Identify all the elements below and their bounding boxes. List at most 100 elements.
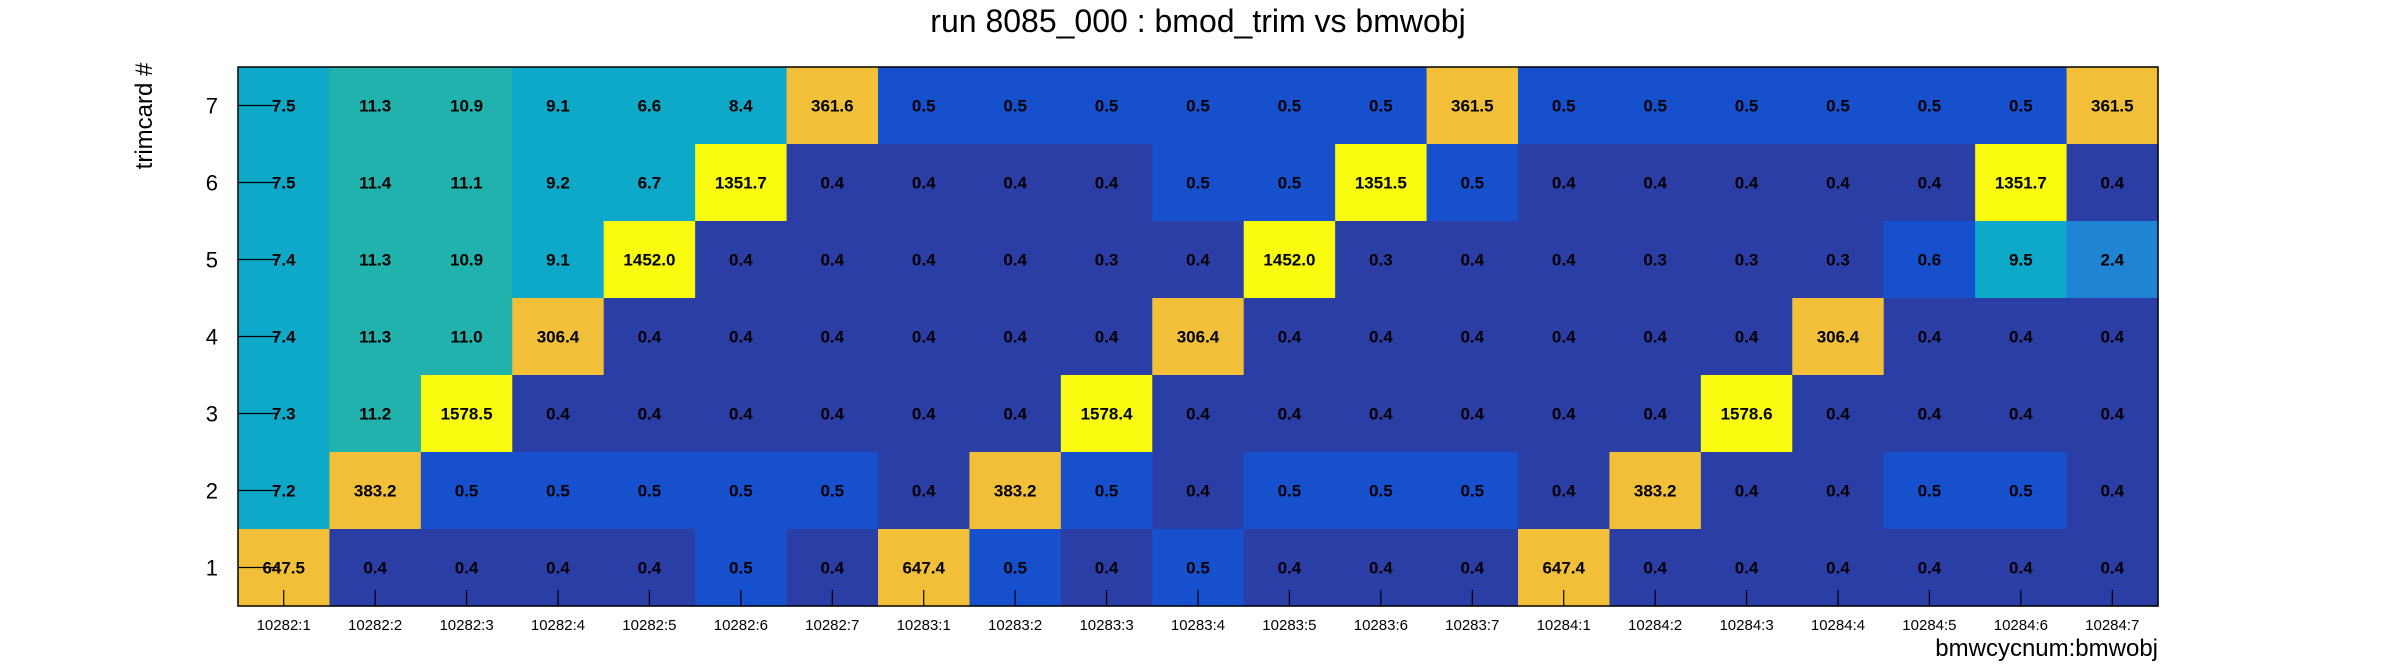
- cell-value-label: 0.4: [912, 174, 936, 193]
- cell-value-label: 0.4: [729, 405, 753, 424]
- heatmap-cell: [329, 67, 422, 145]
- cell-value-label: 0.4: [2009, 559, 2033, 578]
- heatmap-cell: [695, 452, 788, 530]
- cell-value-label: 0.4: [1095, 174, 1119, 193]
- heatmap-cell: [1975, 221, 2068, 299]
- cell-value-label: 0.4: [1735, 174, 1759, 193]
- heatmap-cell: [1060, 298, 1153, 376]
- cell-value-label: 0.4: [820, 174, 844, 193]
- cell-value-label: 0.4: [1826, 482, 1850, 501]
- heatmap-cell: [1243, 452, 1336, 530]
- x-tick-label: 10283:6: [1354, 617, 1408, 634]
- x-axis-tick-labels: 10282:1 10282:2 10282:3 10282:4 10282:5 10282…: [257, 617, 2140, 634]
- cell-value-label: 0.5: [1918, 97, 1942, 116]
- heatmap-cell: [603, 144, 696, 222]
- cell-value-label: 0.4: [2100, 405, 2124, 424]
- heatmap-cell: [786, 144, 879, 222]
- cell-value-label: 0.4: [820, 559, 844, 578]
- heatmap-cell: [1518, 375, 1611, 453]
- cell-value-label: 647.4: [902, 559, 945, 578]
- x-tick-label: 10283:5: [1262, 617, 1316, 634]
- cell-value-label: 0.4: [1552, 482, 1576, 501]
- cell-value-label: 6.6: [638, 97, 662, 116]
- cell-value-label: 11.1: [450, 174, 482, 193]
- axis-ticks: [238, 104, 2113, 606]
- heatmap-cell: [695, 144, 788, 222]
- heatmap-cell: [329, 144, 422, 222]
- cell-value-label: 0.4: [1826, 405, 1850, 424]
- cell-value-label: 1578.4: [1081, 405, 1134, 424]
- cell-value-label: 1452.0: [623, 251, 675, 270]
- cell-value-label: 7.4: [272, 251, 296, 270]
- x-tick-label: 10284:4: [1811, 617, 1865, 634]
- heatmap-cell: [2066, 452, 2159, 530]
- heatmap-cell: [1883, 221, 1976, 299]
- cell-value-label: 0.5: [638, 482, 662, 501]
- heatmap-cell: [1700, 67, 1793, 145]
- cell-value-label: 0.5: [1643, 97, 1667, 116]
- cell-value-label: 11.0: [450, 328, 482, 347]
- cell-value-label: 0.4: [820, 328, 844, 347]
- cell-value-label: 0.4: [820, 405, 844, 424]
- cell-value-label: 0.4: [638, 405, 662, 424]
- heatmap-cell: [1609, 221, 1702, 299]
- cell-value-label: 7.2: [272, 482, 296, 501]
- cell-value-label: 0.4: [912, 482, 936, 501]
- heatmap-cell: [2066, 67, 2159, 145]
- cell-value-label: 9.1: [546, 97, 570, 116]
- heatmap-cell: [1426, 375, 1519, 453]
- cell-value-label: 0.3: [1735, 251, 1759, 270]
- heatmap-cell: [878, 298, 971, 376]
- cell-value-label: 0.4: [1186, 251, 1210, 270]
- cell-value-label: 0.5: [2009, 482, 2033, 501]
- cell-value-label: 0.5: [1460, 174, 1484, 193]
- cell-value-label: 361.6: [811, 97, 854, 116]
- cell-value-label: 1452.0: [1263, 251, 1315, 270]
- heatmap-cell: [2066, 298, 2159, 376]
- cell-value-label: 0.4: [1918, 559, 1942, 578]
- cell-value-label: 0.5: [820, 482, 844, 501]
- cell-value-label: 0.4: [1003, 328, 1027, 347]
- cell-value-label: 0.4: [1643, 328, 1667, 347]
- heatmap-cell: [512, 144, 605, 222]
- heatmap-cell: [512, 221, 605, 299]
- cell-value-label: 0.5: [455, 482, 479, 501]
- cell-value-label: 7.3: [272, 405, 296, 424]
- cell-value-label: 0.5: [546, 482, 570, 501]
- heatmap-cell: [1243, 144, 1336, 222]
- heatmap-cell: [1700, 144, 1793, 222]
- heatmap-cell: [969, 67, 1062, 145]
- cell-value-label: 0.4: [820, 251, 844, 270]
- cell-value-label: 11.4: [359, 174, 392, 193]
- cell-value-label: 0.4: [1369, 328, 1393, 347]
- cell-value-label: 1578.5: [441, 405, 493, 424]
- cell-value-label: 383.2: [354, 482, 397, 501]
- heatmap-cell: [603, 375, 696, 453]
- heatmap-cell: [1152, 452, 1245, 530]
- heatmap-cell: [1883, 144, 1976, 222]
- y-tick-label: 4: [206, 325, 218, 350]
- cell-value-label: 0.5: [1278, 482, 1302, 501]
- heatmap-cell: [1426, 221, 1519, 299]
- heatmap-cell: [2066, 144, 2159, 222]
- heatmap-cell: [2066, 221, 2159, 299]
- cell-value-label: 647.4: [1542, 559, 1585, 578]
- heatmap-cell: [1152, 144, 1245, 222]
- x-tick-label: 10284:6: [1994, 617, 2048, 634]
- cell-value-label: 0.4: [1095, 328, 1119, 347]
- cell-value-label: 306.4: [1817, 328, 1860, 347]
- y-axis-title: trimcard #: [131, 62, 158, 169]
- cell-value-label: 306.4: [537, 328, 580, 347]
- heatmap-cell: [2066, 375, 2159, 453]
- cell-value-label: 0.4: [1369, 559, 1393, 578]
- cell-value-label: 0.5: [1369, 482, 1393, 501]
- cell-value-label: 2.4: [2100, 251, 2124, 270]
- heatmap-cell: [786, 221, 879, 299]
- heatmap-cell: [1792, 375, 1885, 453]
- cell-value-label: 10.9: [450, 251, 483, 270]
- x-tick-label: 10284:2: [1628, 617, 1682, 634]
- cell-value-label: 0.4: [2100, 174, 2124, 193]
- cell-value-label: 7.5: [272, 97, 296, 116]
- x-tick-label: 10282:3: [439, 617, 493, 634]
